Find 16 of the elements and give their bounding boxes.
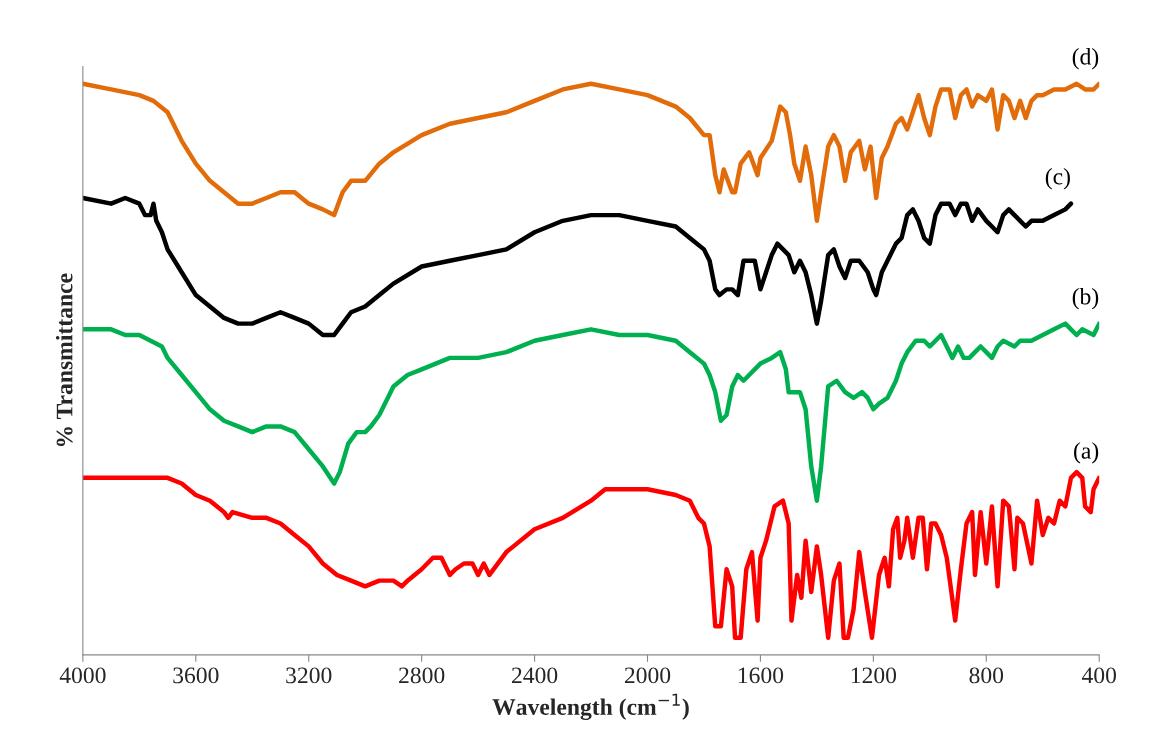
x-axis-title: Wavelength (cm$^{−1}$) [492,693,689,720]
series-label: (b) [1072,287,1099,310]
x-tick-label: 1200 [851,667,897,684]
x-tick-label: 2400 [512,667,558,684]
x-tick-label: 4000 [59,667,106,684]
series-label: (d) [1072,48,1099,70]
x-tick-label: 800 [969,667,1004,684]
y-axis-title: % Transmittance [55,273,73,447]
x-tick-label: 1600 [738,667,784,684]
series-label: (a) [1074,442,1099,464]
x-tick-label: 2800 [399,667,445,684]
x-tick-label: 3200 [286,667,332,684]
x-tick-label: 3600 [173,667,219,684]
x-tick-label: 400 [1081,667,1117,684]
x-tick-label: 2000 [624,667,671,684]
series-label: (c) [1045,167,1070,190]
